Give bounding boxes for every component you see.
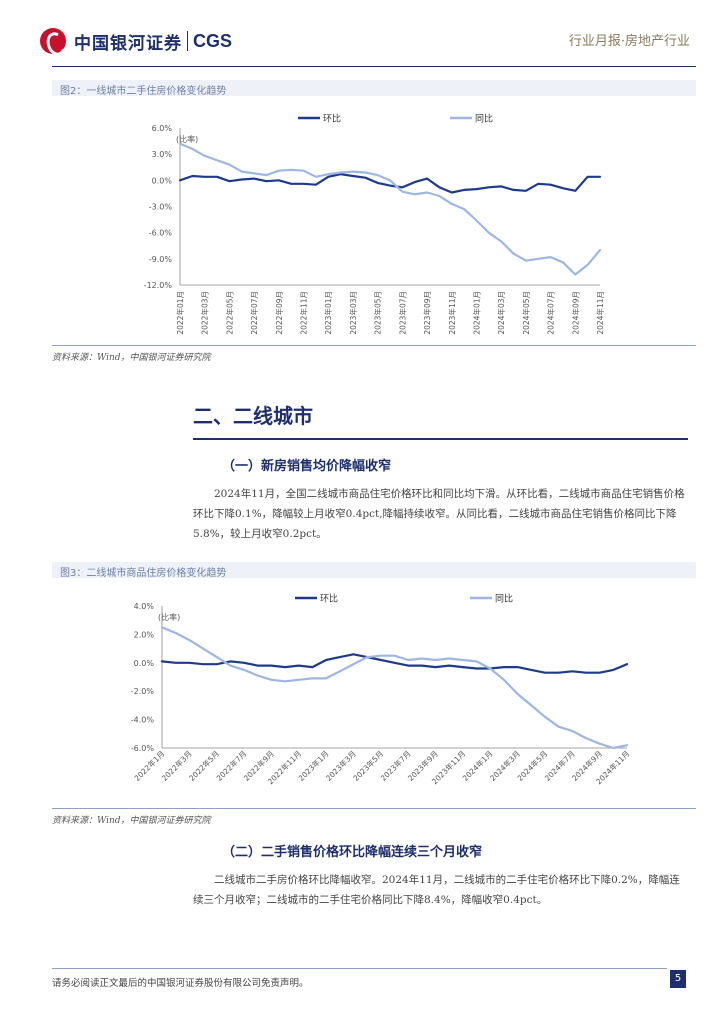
x-tick-label: 2024年05月 — [521, 291, 531, 335]
report-type: 行业月报·房地产行业 — [568, 34, 690, 49]
y-tick-label: 0.0% — [134, 659, 155, 668]
paragraph-2: 二线城市二手房价格环比降幅收窄。2024年11月，二线城市的二手住宅价格环比下降… — [193, 874, 680, 906]
y-tick-label: -9.0% — [149, 255, 173, 264]
x-tick-label: 2024年03月 — [496, 291, 506, 335]
brand-logo-icon — [40, 28, 66, 54]
x-tick-label: 2022年11月 — [299, 291, 309, 335]
x-tick-label: 2024年07月 — [546, 291, 556, 335]
y-tick-label: -3.0% — [149, 203, 173, 212]
series-line-mom — [178, 173, 602, 194]
y-tick-label: 0.0% — [152, 176, 173, 185]
figure3-title-bar — [52, 562, 696, 578]
y-tick-label: 6.0% — [152, 124, 173, 133]
subsection-title-2: （二）二手销售价格环比降幅连续三个月收窄 — [222, 845, 483, 860]
x-tick-label: 2024年09月 — [570, 291, 580, 335]
x-tick-label: 2022年01月 — [175, 291, 185, 335]
page-number: 5 — [670, 970, 686, 988]
header-rule — [52, 66, 696, 67]
y-tick-label: -12.0% — [144, 281, 173, 290]
section-rule — [193, 438, 688, 440]
y-tick-label: -2.0% — [131, 687, 155, 696]
footer-rule — [52, 968, 667, 969]
y-tick-label: 4.0% — [134, 602, 155, 611]
legend-label-mom: 环比 — [320, 593, 338, 605]
brand-logo: 中国银河证券 CGS — [40, 28, 232, 54]
y-tick-label: 2.0% — [134, 630, 155, 639]
brand-name-cn: 中国银河证券 — [74, 33, 182, 54]
x-tick-label: 2024年01月 — [471, 291, 481, 335]
figure3-bottom-rule — [52, 808, 696, 809]
figure3-title: 图3：二线城市商品住房价格变化趋势 — [60, 568, 227, 579]
series-line-yoy — [160, 626, 629, 750]
legend-label-yoy: 同比 — [475, 113, 493, 125]
y-tick-label: -6.0% — [131, 744, 155, 753]
footer-disclaimer: 请务必阅读正文最后的中国银河证券股份有限公司免责声明。 — [52, 978, 309, 989]
figure2-source: 资料来源：Wind，中国银河证券研究院 — [52, 353, 211, 363]
brand-separator — [187, 31, 188, 51]
x-tick-label: 2023年03月 — [348, 291, 358, 335]
section-title: 二、二线城市 — [193, 404, 313, 428]
x-tick-label: 2023年07月 — [397, 291, 407, 335]
x-tick-label: 2022年09月 — [274, 291, 284, 335]
x-tick-label: 2023年01月 — [323, 291, 333, 335]
x-tick-label: 2022年07月 — [249, 291, 259, 335]
subsection-title-1: （一）新房销售均价降幅收窄 — [222, 459, 392, 474]
x-tick-label: 2022年03月 — [200, 291, 210, 335]
figure2-title-bar — [52, 80, 696, 96]
brand-name-en: CGS — [193, 30, 233, 51]
x-tick-label: 2023年09月 — [422, 291, 432, 335]
figure3-source: 资料来源：Wind，中国银河证券研究院 — [52, 816, 211, 826]
figure2-title: 图2：一线城市二手住房价格变化趋势 — [60, 86, 227, 97]
x-tick-label: 2022年05月 — [224, 291, 234, 335]
x-tick-label: 2023年05月 — [373, 291, 383, 335]
unit-label: (比率) — [176, 134, 198, 144]
x-tick-label: 2024年11月 — [595, 291, 605, 335]
paragraph-1: 2024年11月，全国二线城市商品住宅价格环比和同比均下滑。从环比看，二线城市商… — [193, 488, 685, 540]
figure2-bottom-rule — [52, 345, 696, 346]
unit-label: (比率) — [158, 612, 180, 622]
legend-label-mom: 环比 — [323, 113, 341, 125]
series-line-yoy — [178, 142, 602, 276]
y-tick-label: -6.0% — [149, 229, 173, 238]
legend-label-yoy: 同比 — [495, 593, 513, 605]
figure2-chart: 环比 同比 6.0% 3.0% 0.0% -3.0% -6.0% -9.0% -12.0% (比率… — [144, 113, 605, 335]
y-tick-label: 3.0% — [152, 150, 173, 159]
x-tick-label: 2023年11月 — [447, 291, 457, 335]
y-tick-label: -4.0% — [131, 716, 155, 725]
series-line-mom — [160, 653, 629, 674]
figure3-chart: 环比 同比4.0%2.0%0.0%-2.0%-4.0%-6.0%(比率)2022年… — [131, 593, 632, 787]
